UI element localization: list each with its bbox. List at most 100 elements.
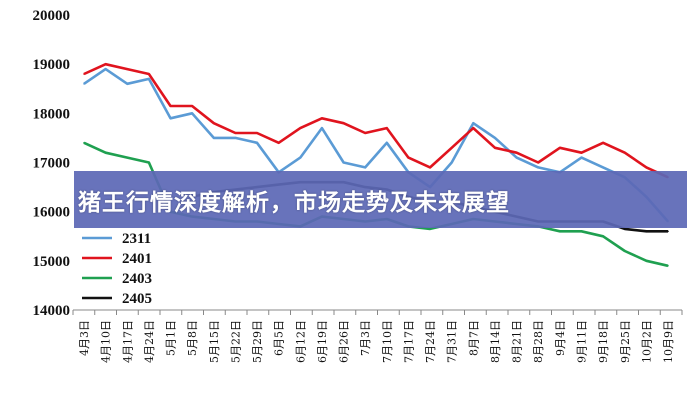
data-point-2403	[429, 228, 431, 230]
y-tick-label: 16000	[33, 205, 71, 221]
x-tick-label: 5月15日	[208, 320, 221, 363]
title-banner: 猪王行情深度解析，市场走势及未来展望	[74, 171, 687, 228]
data-point-2311	[580, 156, 583, 159]
data-point-2311	[234, 137, 237, 139]
x-axis: 4月3日 4月10日 4月17日 4月24日 5月1日 5月8日 5月15日 5月22日 5月2…	[72, 309, 683, 363]
data-point-2403	[104, 151, 107, 154]
x-tick-label: 6月19日	[316, 320, 329, 363]
y-tick-label: 19000	[33, 57, 71, 73]
y-axis: 14000 15000 16000 17000 18000 19000 20000	[33, 8, 71, 319]
data-point-2401	[83, 73, 85, 75]
data-point-2401	[515, 151, 518, 154]
data-point-2401	[148, 73, 150, 75]
data-point-2401	[277, 142, 280, 144]
data-point-2401	[321, 117, 323, 120]
series-line-2311	[83, 67, 669, 223]
data-point-2405	[667, 230, 669, 233]
data-point-2311	[299, 156, 302, 159]
data-point-2401	[234, 132, 237, 134]
data-point-2311	[126, 83, 129, 85]
data-point-2401	[256, 132, 258, 134]
data-point-2311	[494, 137, 496, 139]
x-tick-label: 6月5日	[273, 320, 286, 356]
x-tick-label: 4月24日	[143, 320, 156, 363]
data-point-2403	[126, 156, 129, 159]
data-point-2401	[169, 105, 172, 107]
x-tick-label: 9月11日	[575, 320, 588, 363]
data-point-2311	[515, 156, 518, 159]
x-tick-label: 7月17日	[402, 320, 415, 363]
data-point-2311	[212, 137, 215, 139]
data-point-2401	[494, 146, 496, 149]
data-point-2401	[299, 127, 302, 129]
x-tick-label: 7月3日	[359, 320, 372, 356]
data-point-2311	[191, 112, 193, 115]
legend: 2311 2401 2403 2405	[82, 231, 152, 307]
y-tick-label: 20000	[33, 8, 71, 24]
x-tick-label: 9月18日	[597, 320, 610, 363]
legend-label-2405: 2405	[122, 291, 152, 307]
data-point-2311	[148, 78, 150, 80]
x-tick-label: 8月28日	[532, 320, 545, 363]
data-point-2311	[83, 83, 85, 85]
data-point-2401	[537, 161, 540, 164]
x-tick-label: 9月25日	[619, 320, 632, 363]
data-point-2403	[83, 142, 85, 144]
data-point-2401	[645, 166, 648, 169]
data-point-2403	[580, 230, 583, 233]
x-tick-label: 8月14日	[489, 320, 502, 363]
data-point-2401	[191, 105, 193, 107]
data-point-2311	[169, 117, 172, 120]
data-point-2311	[256, 142, 258, 144]
banner-title: 猪王行情深度解析，市场走势及未来展望	[78, 189, 510, 216]
data-point-2401	[559, 146, 561, 149]
data-point-2403	[645, 260, 648, 262]
data-point-2401	[450, 146, 453, 149]
x-tick-label: 4月10日	[100, 320, 113, 363]
data-point-2311	[104, 68, 107, 70]
series-lines	[83, 62, 669, 268]
data-point-2401	[623, 151, 626, 154]
x-tick-label: 8月21日	[511, 320, 524, 363]
data-point-2311	[364, 166, 366, 169]
x-tick-label: 8月7日	[467, 320, 480, 356]
data-point-2401	[407, 156, 410, 159]
data-point-2401	[472, 127, 475, 129]
y-tick-label: 14000	[33, 303, 71, 319]
x-tick-label: 10月2日	[640, 320, 653, 363]
data-point-2401	[429, 166, 431, 169]
data-point-2311	[321, 127, 323, 129]
data-point-2401	[104, 63, 107, 65]
data-point-2311	[602, 166, 604, 169]
data-point-2403	[602, 235, 604, 238]
data-point-2401	[602, 142, 604, 144]
x-tick-label: 5月29日	[251, 320, 264, 363]
data-point-2401	[580, 151, 583, 154]
data-point-2311	[450, 161, 453, 164]
x-tick-label: 7月10日	[381, 320, 394, 363]
data-point-2311	[537, 166, 540, 169]
y-tick-label: 18000	[33, 106, 71, 122]
x-tick-label: 5月22日	[229, 320, 242, 363]
x-tick-label: 6月12日	[294, 320, 307, 363]
x-tick-label: 5月1日	[165, 320, 178, 356]
data-point-2405	[623, 228, 626, 230]
data-point-2311	[386, 142, 388, 144]
x-tick-label: 4月3日	[78, 320, 91, 356]
data-point-2405	[645, 230, 648, 233]
x-tick-label: 10月9日	[662, 320, 675, 363]
series-line-2401	[83, 62, 669, 179]
x-tick-label: 6月26日	[338, 320, 351, 363]
data-point-2311	[472, 122, 475, 124]
x-tick-label: 9月4日	[554, 320, 567, 356]
x-tick-label: 4月17日	[121, 320, 134, 363]
x-tick-label: 7月24日	[424, 320, 437, 363]
data-point-2311	[342, 161, 345, 164]
y-tick-label: 15000	[33, 254, 71, 270]
legend-label-2401: 2401	[122, 251, 152, 267]
data-point-2401	[126, 68, 129, 70]
x-tick-label: 5月8日	[186, 320, 199, 356]
data-point-2401	[212, 122, 215, 124]
x-tick-label: 7月31日	[446, 320, 459, 363]
